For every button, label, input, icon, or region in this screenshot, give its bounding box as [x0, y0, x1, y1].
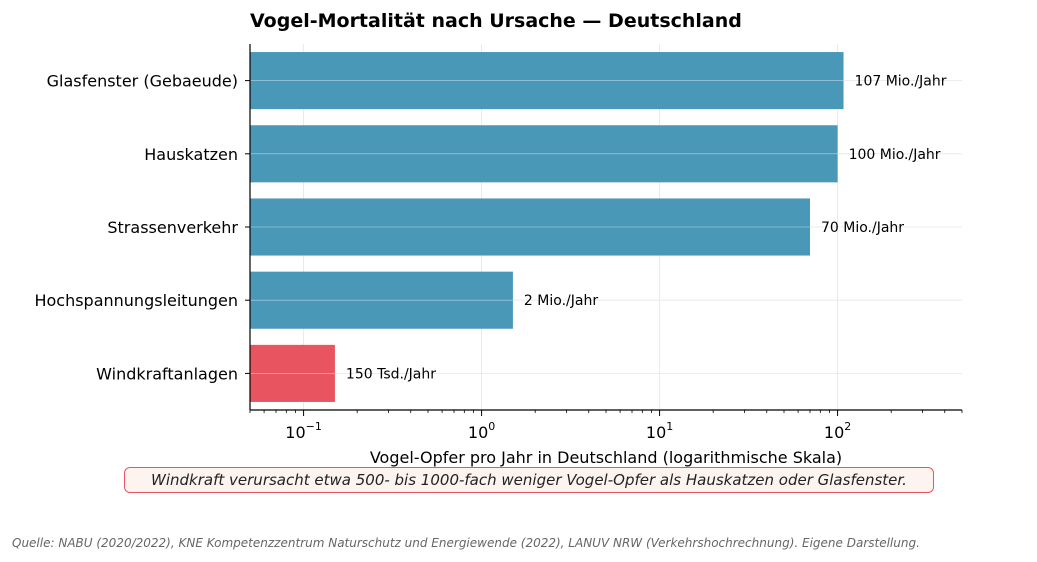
x-axis-label: Vogel-Opfer pro Jahr in Deutschland (log…	[370, 448, 842, 467]
value-label-4: 150 Tsd./Jahr	[346, 366, 436, 382]
value-label-3: 2 Mio./Jahr	[524, 293, 598, 309]
x-tick-label-2: 101	[646, 420, 673, 442]
x-tick-label-3: 102	[824, 420, 851, 442]
value-label-1: 100 Mio./Jahr	[849, 147, 941, 163]
category-label-2: Strassenverkehr	[107, 218, 238, 237]
category-label-3: Hochspannungsleitungen	[34, 291, 238, 310]
category-label-0: Glasfenster (Gebaeude)	[47, 72, 238, 91]
category-label-1: Hauskatzen	[144, 145, 238, 164]
source-note: Quelle: NABU (2020/2022), KNE Kompetenzz…	[12, 536, 920, 550]
bars-layer: 107 Mio./Jahr 100 Mio./Jahr 70 Mio./Jahr 2 …	[250, 52, 947, 402]
annotation-box: Windkraft verursacht etwa 500- bis 1000-…	[124, 467, 934, 493]
value-label-2: 70 Mio./Jahr	[821, 220, 904, 236]
category-label-4: Windkraftanlagen	[96, 364, 238, 383]
axes-layer: Glasfenster (Gebaeude) Hauskatzen Strassen…	[34, 44, 963, 442]
x-tick-label-0: 10−1	[285, 420, 322, 442]
chart-title: Vogel-Mortalität nach Ursache — Deutschl…	[250, 10, 742, 32]
value-label-0: 107 Mio./Jahr	[855, 74, 947, 90]
x-tick-label-1: 100	[468, 420, 495, 442]
